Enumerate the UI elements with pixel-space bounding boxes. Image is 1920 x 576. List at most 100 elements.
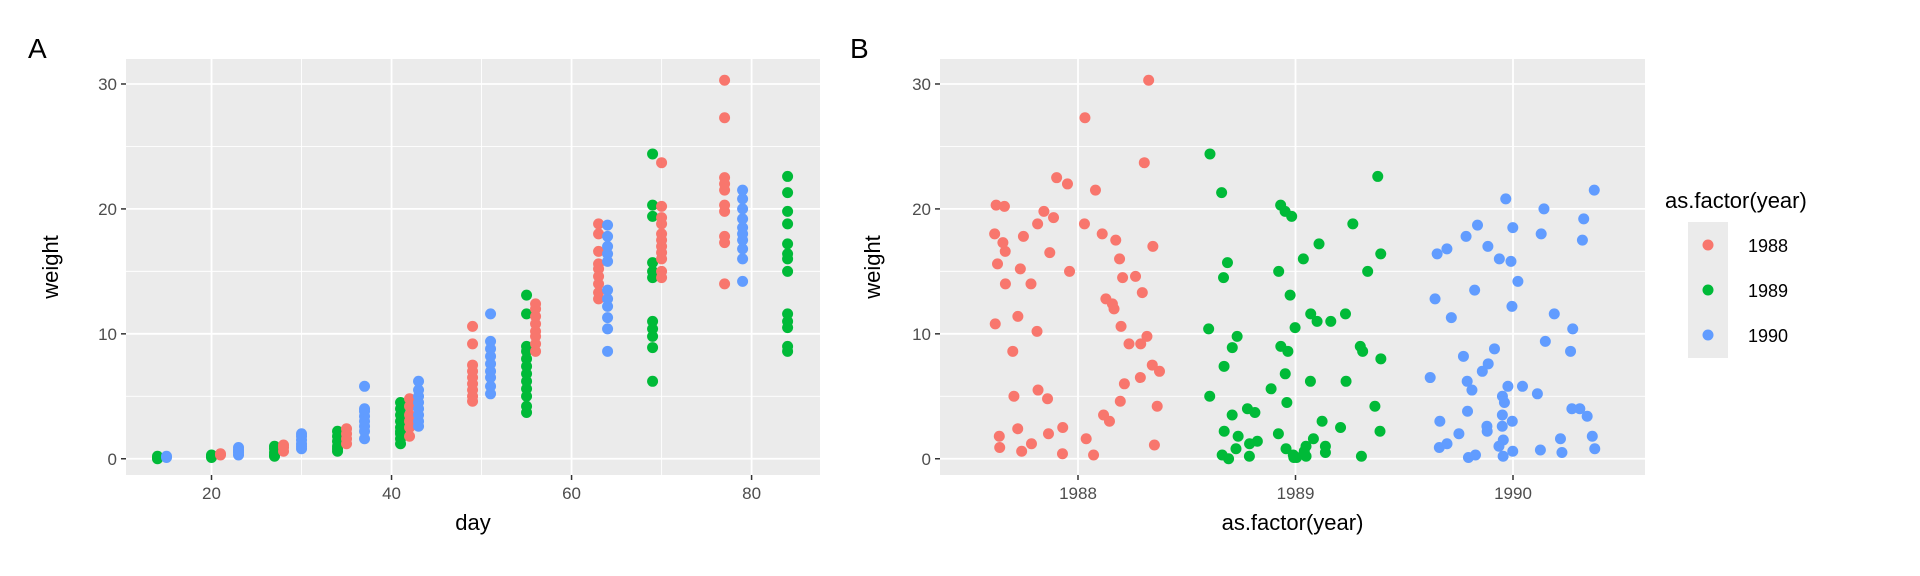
point-1988 <box>1014 263 1026 275</box>
point-1988 <box>404 409 416 421</box>
point-1990 <box>737 213 749 225</box>
point-1989 <box>782 340 794 352</box>
point-1989 <box>521 308 533 320</box>
point-1990 <box>296 440 308 452</box>
point-1990 <box>359 380 371 392</box>
point-1990 <box>1462 405 1474 417</box>
point-1988 <box>999 245 1011 257</box>
point-1990 <box>1574 403 1586 415</box>
point-1988 <box>1061 178 1073 190</box>
y-tick-label: 0 <box>108 450 117 469</box>
point-1989 <box>782 238 794 250</box>
point-1989 <box>1372 170 1384 182</box>
point-1989 <box>1204 390 1216 402</box>
point-1990 <box>1497 450 1509 462</box>
point-1988 <box>1117 272 1129 284</box>
point-1990 <box>1507 445 1519 457</box>
point-1990 <box>1565 345 1577 357</box>
point-1988 <box>1138 157 1150 169</box>
point-1988 <box>990 199 1002 211</box>
point-1990 <box>1493 440 1505 452</box>
point-1988 <box>1044 247 1056 259</box>
point-1989 <box>647 257 659 269</box>
point-1990 <box>737 184 749 196</box>
legend-key-1990 <box>1702 329 1714 341</box>
point-1990 <box>1453 428 1465 440</box>
point-1989 <box>1325 315 1337 327</box>
point-1989 <box>1304 375 1316 387</box>
point-1990 <box>1496 409 1508 421</box>
point-1989 <box>269 440 281 452</box>
point-1988 <box>1080 433 1092 445</box>
point-1988 <box>593 218 605 230</box>
point-1990 <box>1466 384 1478 396</box>
point-1990 <box>737 222 749 234</box>
panel-b-plot-background <box>940 59 1645 475</box>
point-1989 <box>1340 375 1352 387</box>
point-1989 <box>647 315 659 327</box>
point-1989 <box>1279 368 1291 380</box>
point-1990 <box>1506 415 1518 427</box>
point-1988 <box>1064 265 1076 277</box>
legend: as.factor(year) 1988 1989 1990 <box>1665 188 1807 358</box>
point-1988 <box>1032 384 1044 396</box>
point-1990 <box>1496 420 1508 432</box>
point-1989 <box>1218 360 1230 372</box>
point-1990 <box>1548 308 1560 320</box>
point-1989 <box>1319 440 1331 452</box>
point-1988 <box>593 228 605 240</box>
point-1988 <box>1146 359 1158 371</box>
point-1989 <box>1311 315 1323 327</box>
point-1990 <box>1460 230 1472 242</box>
point-1988 <box>1114 253 1126 265</box>
point-1988 <box>1007 345 1019 357</box>
point-1988 <box>993 430 1005 442</box>
x-tick-label: 80 <box>742 484 761 503</box>
point-1990 <box>1535 228 1547 240</box>
point-1990 <box>1538 203 1550 215</box>
point-1990 <box>359 403 371 415</box>
legend-label-1990: 1990 <box>1748 326 1788 346</box>
point-1988 <box>1078 218 1090 230</box>
point-1990 <box>485 308 497 320</box>
point-1990 <box>602 312 614 324</box>
point-1989 <box>1243 450 1255 462</box>
point-1988 <box>1153 365 1165 377</box>
point-1989 <box>1297 253 1309 265</box>
point-1988 <box>992 258 1004 270</box>
point-1989 <box>152 453 164 465</box>
point-1989 <box>1226 342 1238 354</box>
point-1989 <box>647 265 659 277</box>
point-1989 <box>1298 445 1310 457</box>
x-tick-label: 1990 <box>1494 484 1532 503</box>
point-1988 <box>1114 395 1126 407</box>
point-1988 <box>1031 325 1043 337</box>
point-1988 <box>1100 293 1112 305</box>
legend-key-1989 <box>1702 284 1714 296</box>
point-1989 <box>1204 148 1216 160</box>
point-1989 <box>1273 265 1285 277</box>
point-1988 <box>404 393 416 405</box>
point-1990 <box>1506 300 1518 312</box>
point-1989 <box>521 340 533 352</box>
point-1988 <box>1025 438 1037 450</box>
point-1988 <box>1048 212 1060 224</box>
point-1990 <box>602 293 614 305</box>
point-1989 <box>1272 428 1284 440</box>
point-1988 <box>1079 112 1091 124</box>
point-1988 <box>719 199 731 211</box>
point-1988 <box>404 430 416 442</box>
point-1988 <box>1012 423 1024 435</box>
point-1989 <box>1362 265 1374 277</box>
point-1990 <box>1581 410 1593 422</box>
point-1989 <box>1203 323 1215 335</box>
point-1990 <box>1567 323 1579 335</box>
point-1990 <box>602 323 614 335</box>
legend-key-1988 <box>1702 239 1714 251</box>
point-1989 <box>647 148 659 160</box>
point-1989 <box>647 342 659 354</box>
point-1990 <box>485 335 497 347</box>
legend-title: as.factor(year) <box>1665 188 1807 213</box>
point-1989 <box>1355 450 1367 462</box>
point-1988 <box>719 172 731 184</box>
